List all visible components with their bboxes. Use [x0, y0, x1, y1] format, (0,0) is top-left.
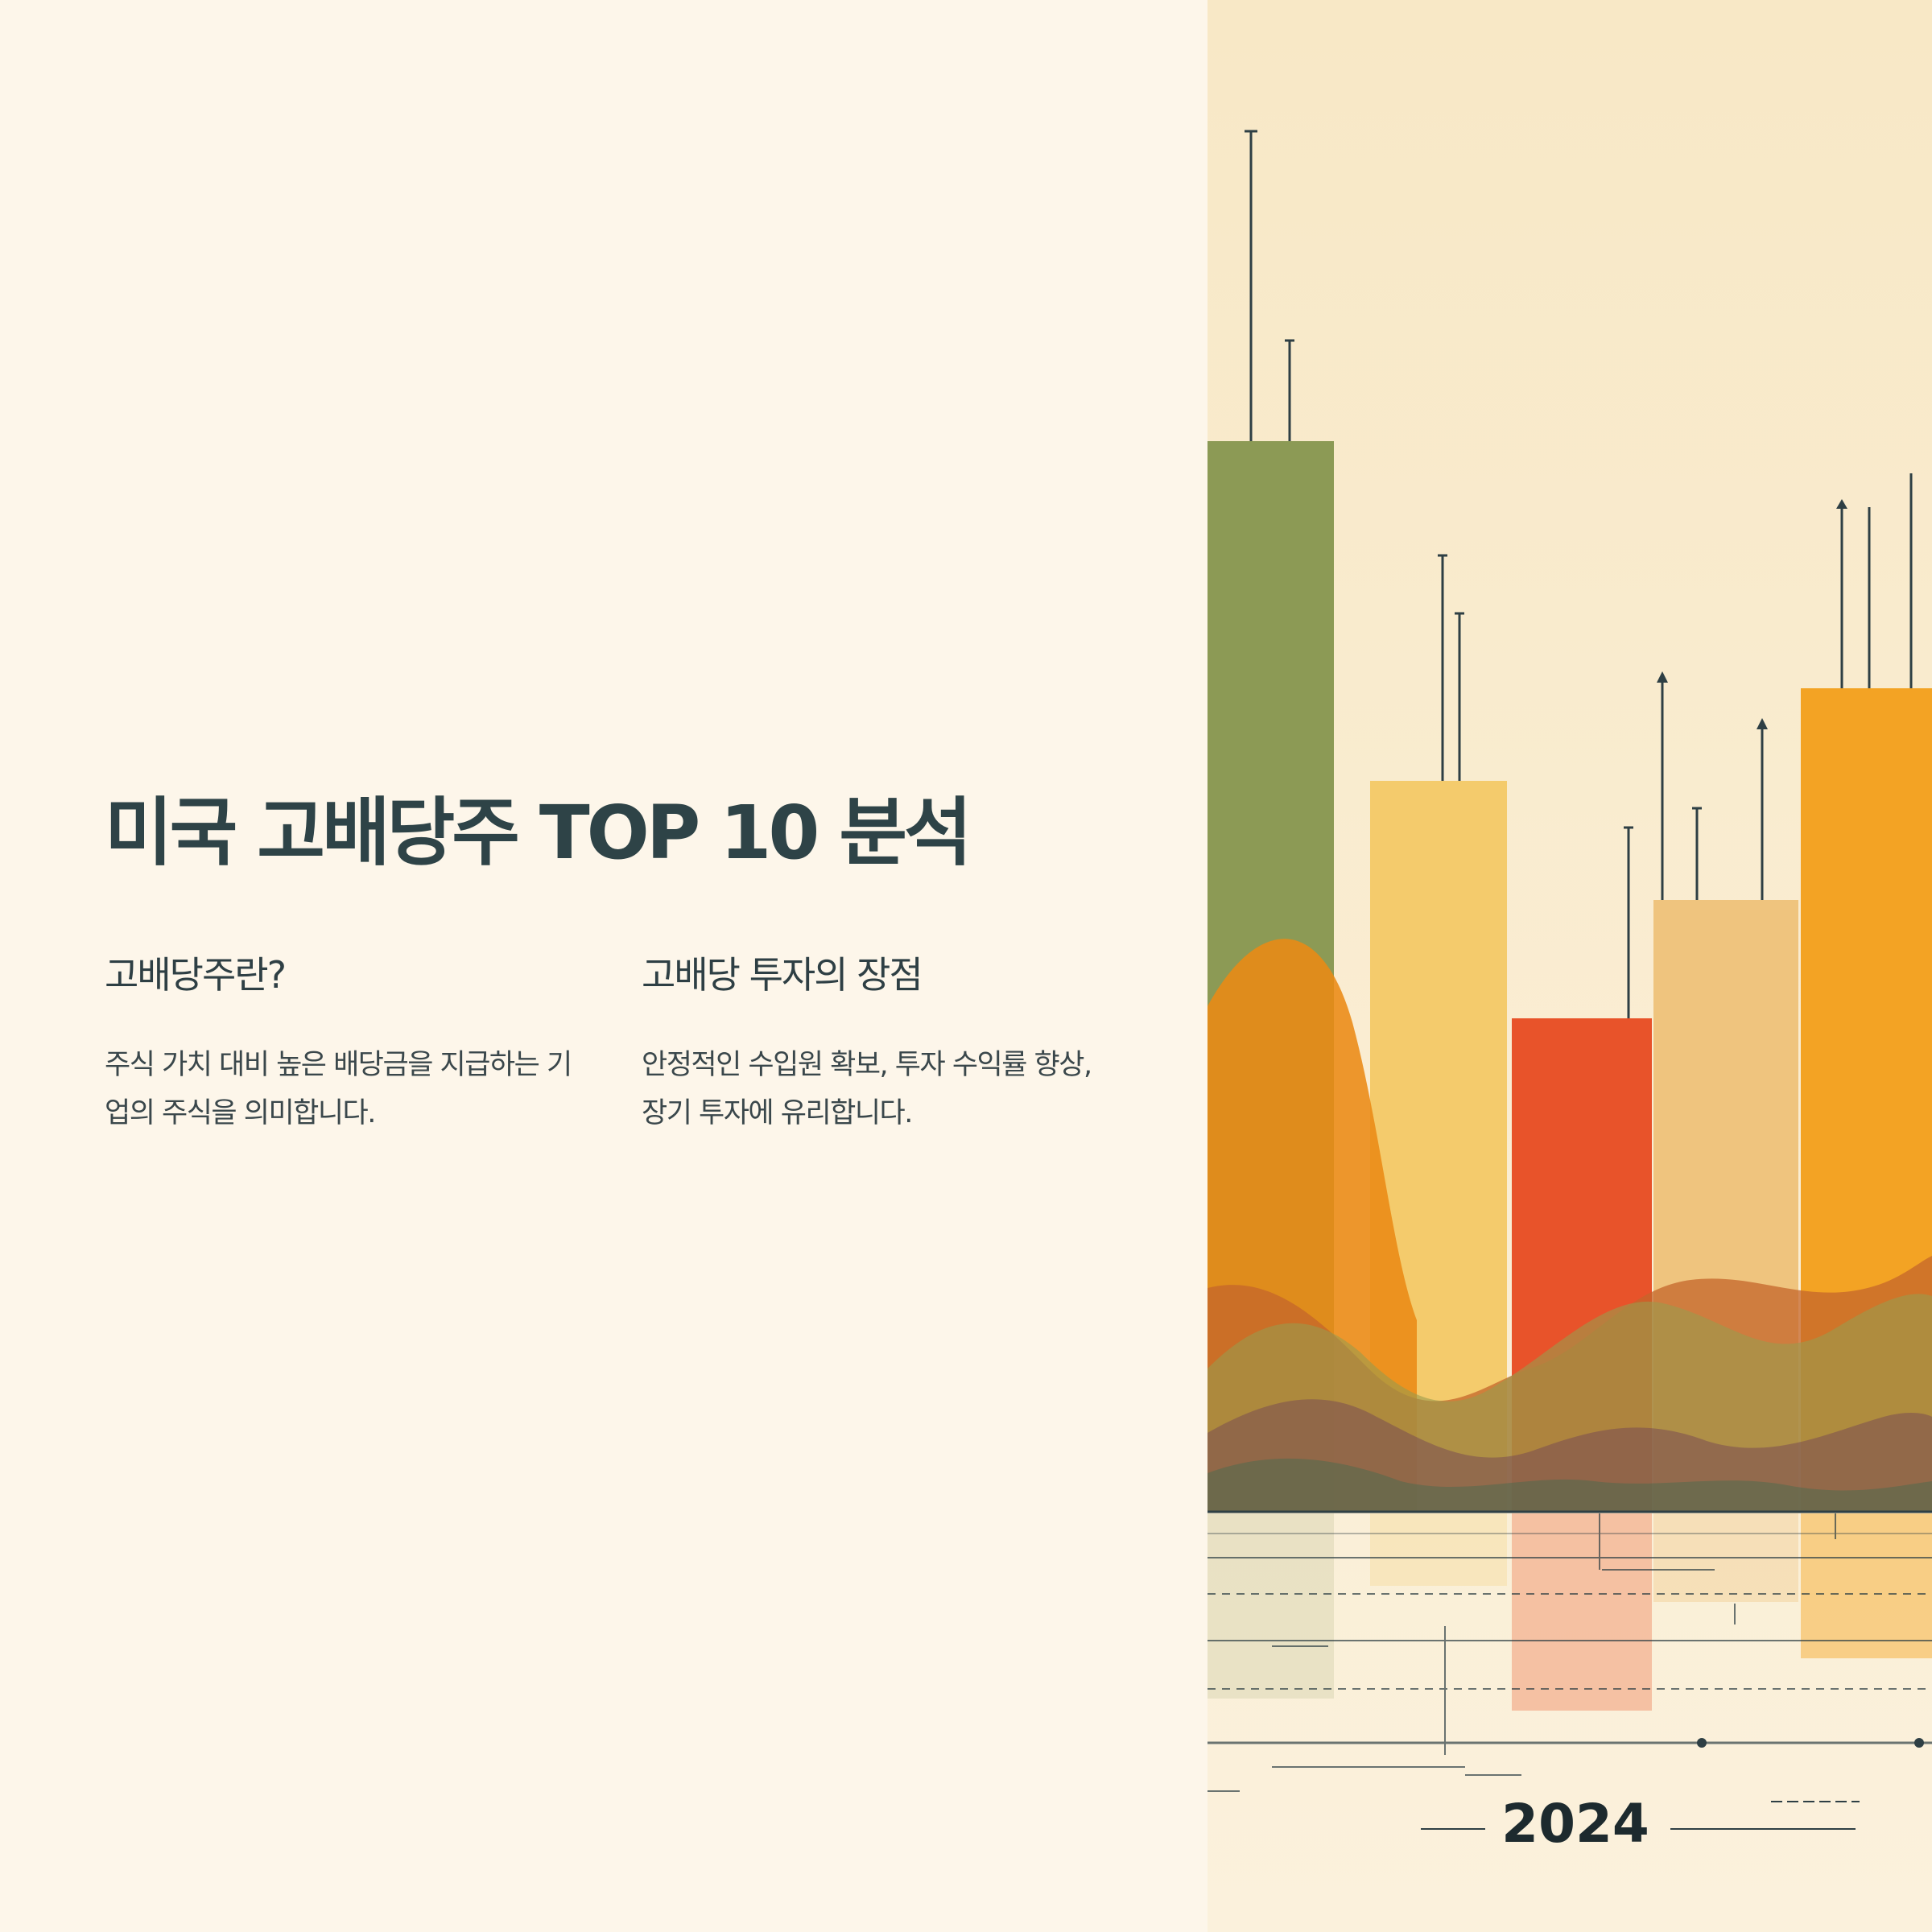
axis-dot [1914, 1738, 1924, 1748]
section-body: 안정적인 수입원 확보, 투자 수익률 향상, 장기 투자에 유리합니다. [642, 1049, 1092, 1129]
year-label: 2024 [1501, 1793, 1649, 1855]
arrow-up-icon [1836, 499, 1847, 509]
grid-lines [1208, 1513, 1932, 1792]
reflection [1208, 1513, 1334, 1699]
whisker-lines [1245, 130, 1913, 1018]
section-body: 주식 가치 대비 높은 배당금을 지급하는 기업의 주식을 의미합니다. [105, 1049, 572, 1129]
section-advantages: 고배당 투자의 장점 안정적인 수입원 확보, 투자 수익률 향상, 장기 투자… [642, 946, 1108, 1137]
arrow-up-icon [1757, 718, 1768, 729]
reflection [1512, 1513, 1652, 1711]
section-heading: 고배당주란? [105, 953, 287, 997]
reflection [1370, 1513, 1507, 1586]
arrow-up-icon [1657, 671, 1668, 683]
section-heading: 고배당 투자의 장점 [642, 953, 923, 997]
page-title: 미국 고배당주 TOP 10 분석 [105, 790, 972, 876]
axis-dot [1697, 1738, 1707, 1748]
reflection [1801, 1513, 1932, 1658]
text-panel: 미국 고배당주 TOP 10 분석 고배당주란? 주식 가치 대비 높은 배당금… [105, 790, 1108, 1137]
section-what-is: 고배당주란? 주식 가치 대비 높은 배당금을 지급하는 기업의 주식을 의미합… [105, 946, 572, 1137]
bar-chart-illustration: 2024 [1208, 0, 1932, 1932]
wave-green [1208, 1458, 1932, 1512]
